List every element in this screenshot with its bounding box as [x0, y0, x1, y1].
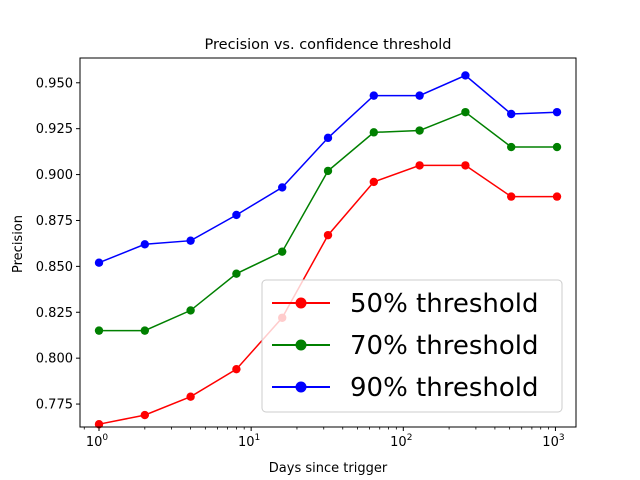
series-1-point	[552, 192, 562, 201]
series-2-point	[94, 326, 104, 335]
series-2-point	[415, 126, 424, 135]
series-3-point	[415, 91, 424, 100]
y-axis-label: Precision	[11, 215, 26, 273]
series-2-point	[232, 269, 241, 278]
series-3-point	[232, 210, 241, 220]
legend-label-2: 70% threshold	[350, 331, 539, 361]
series-2-point	[461, 107, 470, 117]
chart-title: Precision vs. confidence threshold	[205, 37, 452, 53]
y-tick-label: 0.775	[36, 398, 73, 413]
y-tick-label: 0.850	[36, 260, 73, 275]
legend-marker-1	[295, 297, 307, 309]
series-2-point	[278, 247, 287, 256]
y-tick-label: 0.925	[36, 122, 73, 137]
series-3-point	[369, 91, 379, 100]
series-3-point	[186, 236, 195, 245]
y-tick-label: 0.800	[36, 352, 73, 367]
y-tick-label: 0.825	[36, 306, 73, 321]
series-2-point	[323, 166, 333, 176]
series-1-point	[461, 161, 470, 170]
x-axis-label: Days since trigger	[269, 461, 388, 476]
series-2-point	[140, 326, 150, 335]
series-2-point	[369, 128, 379, 137]
series-3-point	[140, 240, 150, 249]
legend-marker-3	[295, 381, 307, 393]
y-tick-label: 0.875	[36, 214, 73, 229]
series-3-point	[278, 183, 287, 192]
series-2-point	[507, 142, 516, 152]
legend-marker-2	[295, 339, 307, 351]
series-3-point	[94, 258, 104, 267]
series-1-point	[415, 161, 424, 170]
series-1-point	[232, 364, 241, 374]
series-3-point	[507, 109, 516, 119]
axes-frame	[79, 57, 577, 428]
series-3-point	[461, 71, 470, 80]
legend-label-1: 50% threshold	[350, 289, 539, 319]
legend: 50% threshold 70% threshold 90% threshold	[261, 279, 563, 413]
plot-area: 0.775 0.800 0.825 0.850 0.875 0.900 0.925 0.950…	[36, 57, 577, 450]
series-1-point	[323, 230, 333, 240]
legend-label-3: 90% threshold	[350, 373, 539, 403]
series-2-point	[552, 142, 562, 152]
y-tick-label: 0.950	[36, 76, 73, 91]
series-3-point	[552, 107, 562, 117]
y-tick-label: 0.900	[36, 168, 73, 183]
x-tick-label: 101	[238, 433, 260, 450]
series-2-point	[186, 306, 195, 315]
series-1-point	[94, 420, 104, 429]
series-1-point	[507, 192, 516, 201]
series-1-point	[140, 410, 150, 420]
legend-box	[261, 279, 563, 413]
series-3-point	[323, 133, 333, 143]
x-tick-label: 103	[542, 433, 564, 450]
x-tick-label: 100	[86, 433, 109, 450]
series-1-point	[186, 392, 195, 401]
series-1-point	[369, 177, 379, 187]
x-tick-label: 102	[390, 433, 412, 450]
